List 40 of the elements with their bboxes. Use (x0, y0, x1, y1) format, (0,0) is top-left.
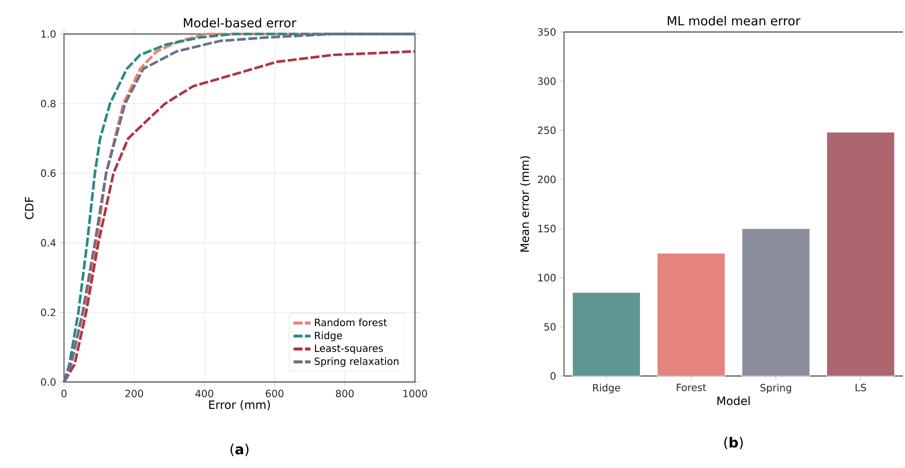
y-tick-label: 350 (538, 28, 556, 36)
text: (a) (230, 444, 248, 456)
y-tick-label: 0.2 (41, 308, 56, 316)
x-tick-label: LS (856, 384, 866, 392)
bar (656, 252, 726, 376)
y-tick-label: 100 (538, 274, 556, 282)
y-tick-label: 300 (538, 77, 556, 85)
y-axis-title: CDF (24, 196, 34, 220)
y-tick-label: 0.0 (41, 378, 56, 386)
y-tick-label: 0.6 (41, 169, 56, 177)
x-tick-label: Spring (760, 384, 792, 394)
legend-label: Ridge (314, 332, 342, 342)
x-axis-title: Model (717, 396, 750, 406)
bar (572, 292, 641, 376)
y-tick-label: 50 (544, 323, 556, 331)
bar (742, 228, 810, 376)
y-tick-label: 150 (538, 224, 556, 232)
y-tick-label: 0 (550, 372, 556, 380)
x-axis-title: Error (mm) (209, 400, 270, 410)
x-tick-label: 800 (336, 390, 354, 398)
legend-label: Least-squares (314, 344, 383, 354)
y-axis-title: Mean error (mm) (520, 156, 530, 252)
chart-title: ML model mean error (668, 16, 800, 26)
x-tick-label: 1000 (403, 390, 428, 398)
y-tick-label: 0.8 (41, 100, 56, 108)
y-tick-label: 200 (538, 176, 556, 184)
x-tick-label: Ridge (593, 384, 620, 394)
text: (b) (724, 436, 743, 450)
y-tick-label: 250 (538, 126, 556, 134)
x-tick-label: 400 (195, 390, 214, 398)
bar (826, 132, 895, 376)
x-tick-label: 0 (61, 390, 67, 398)
legend-label: Random forest (314, 318, 387, 326)
y-tick-label: 1.0 (41, 30, 56, 38)
x-tick-label: Forest (676, 384, 706, 392)
chart-title: Model-based error (184, 18, 296, 28)
x-tick-label: 200 (125, 390, 144, 398)
y-tick-label: 0.4 (41, 239, 56, 247)
x-tick-label: 600 (266, 390, 284, 398)
legend-label: Spring relaxation (314, 357, 398, 367)
